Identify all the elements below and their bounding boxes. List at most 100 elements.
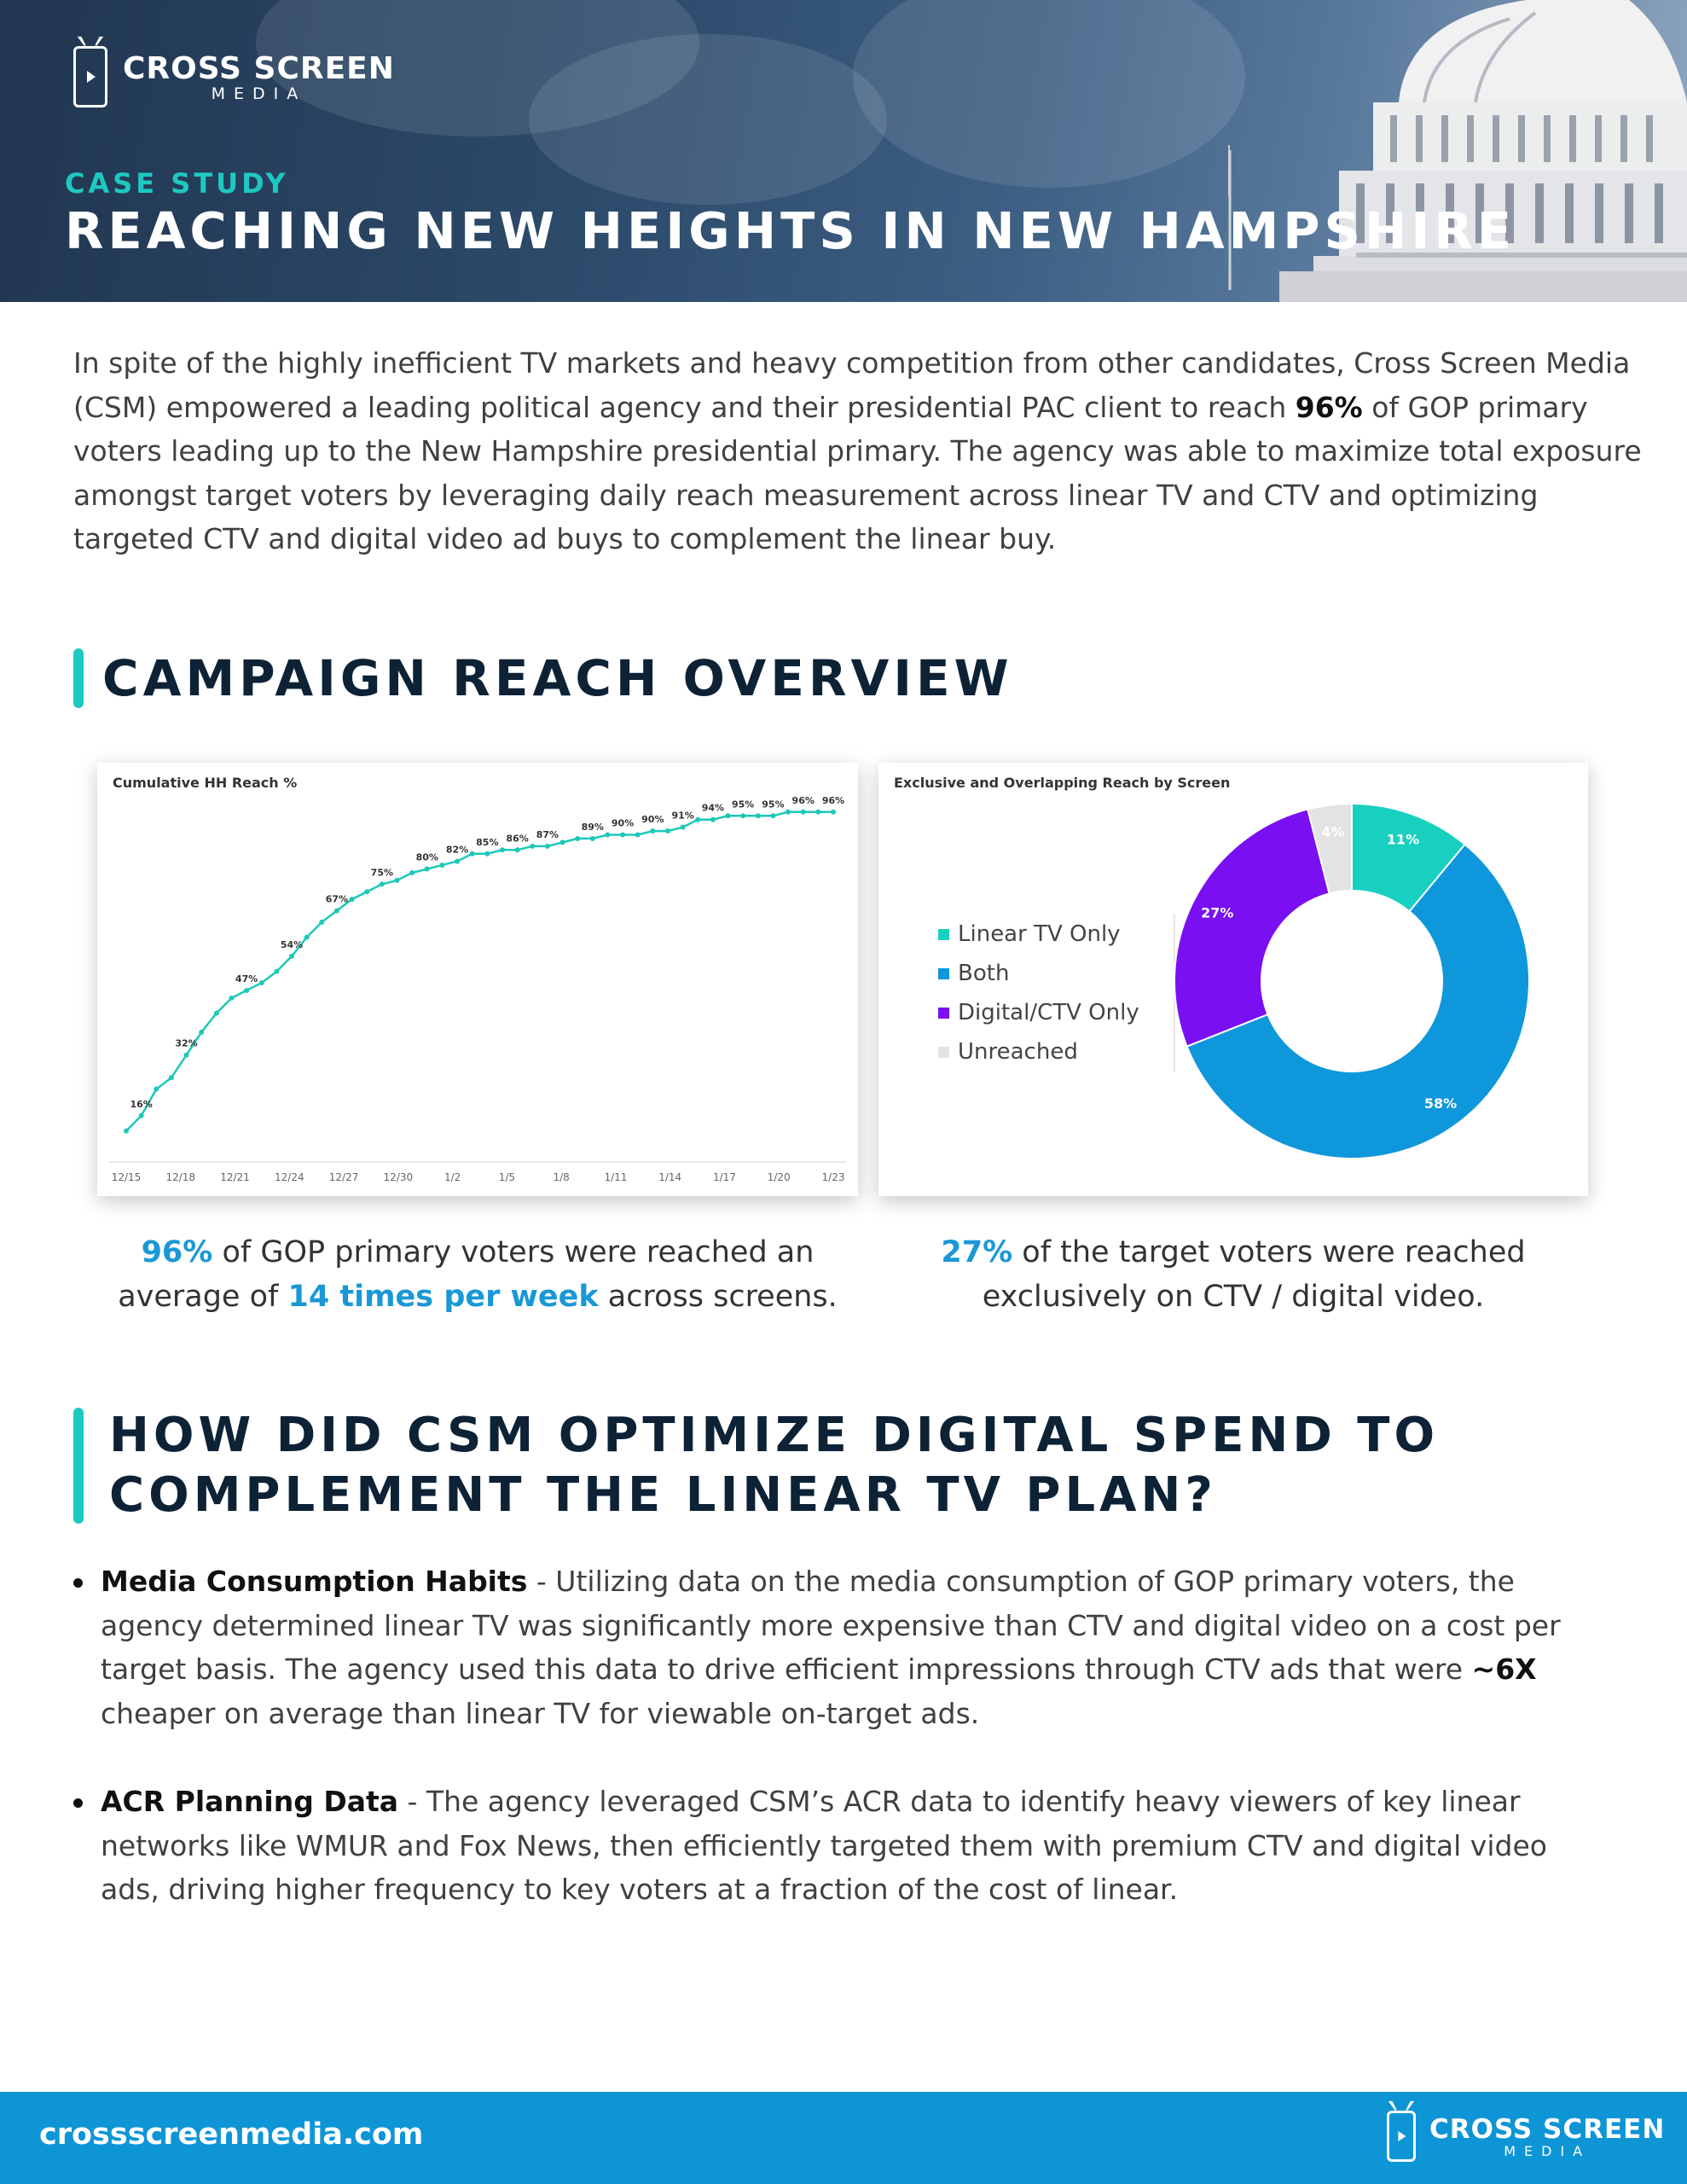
data-point bbox=[349, 897, 355, 903]
donut-chart-card: Exclusive and Overlapping Reach by Scree… bbox=[878, 763, 1588, 1196]
legend-swatch bbox=[938, 967, 949, 979]
data-label: 89% bbox=[582, 822, 604, 833]
data-point bbox=[664, 828, 670, 834]
data-label: 90% bbox=[641, 814, 664, 825]
data-point bbox=[831, 809, 836, 815]
data-label: 47% bbox=[235, 973, 258, 985]
data-point bbox=[530, 843, 536, 849]
bullet-heading: ACR Planning Data bbox=[101, 1785, 399, 1818]
donut-slice bbox=[1174, 808, 1330, 1048]
x-tick-label: 1/5 bbox=[499, 1171, 515, 1183]
section-accent-bar bbox=[73, 1408, 84, 1524]
section-title: HOW DID CSM OPTIMIZE DIGITAL SPEND TO COM… bbox=[109, 1406, 1439, 1524]
legend-item: Both bbox=[938, 954, 1139, 993]
legend-label: Unreached bbox=[958, 1039, 1078, 1065]
slice-label: 4% bbox=[1321, 823, 1344, 839]
x-tick-label: 1/14 bbox=[658, 1171, 681, 1183]
section-accent-bar bbox=[73, 648, 84, 708]
reach-caption: 96% of GOP primary voters were reached a… bbox=[97, 1230, 858, 1319]
x-tick-label: 12/24 bbox=[275, 1171, 304, 1183]
case-study-kicker: CASE STUDY bbox=[65, 167, 289, 200]
data-label: 96% bbox=[822, 795, 844, 806]
bullet-highlight: ~6X bbox=[1471, 1653, 1537, 1686]
legend-item: Unreached bbox=[938, 1032, 1139, 1072]
footer-brand-logo: CROSS SCREEN MEDIA bbox=[1387, 2111, 1665, 2162]
intro-highlight: 96% bbox=[1295, 390, 1363, 424]
data-point bbox=[379, 881, 385, 887]
data-point bbox=[364, 889, 370, 895]
chart-title: Exclusive and Overlapping Reach by Scree… bbox=[894, 775, 1231, 791]
legend-label: Digital/CTV Only bbox=[958, 1000, 1139, 1025]
reach-series-line bbox=[125, 810, 833, 1132]
intro-text-cont: of GOP primary voters leading up to the … bbox=[73, 390, 1642, 556]
reach-by-screen-donut-chart: 11% 58% 27% 4% bbox=[1174, 802, 1530, 1159]
slice-label: 58% bbox=[1424, 1095, 1457, 1112]
brand-name: CROSS SCREEN bbox=[123, 50, 395, 86]
strategy-bullet-list: Media Consumption Habits - Utilizing dat… bbox=[73, 1560, 1609, 1956]
data-point bbox=[455, 858, 461, 864]
section-title-line: COMPLEMENT THE LINEAR TV PLAN? bbox=[109, 1467, 1217, 1523]
data-label: 91% bbox=[671, 810, 693, 822]
legend-label: Linear TV Only bbox=[958, 921, 1121, 947]
data-label: 87% bbox=[536, 829, 559, 840]
data-point bbox=[484, 851, 490, 857]
legend-item: Linear TV Only bbox=[938, 915, 1139, 954]
caption-text: exclusively on CTV / digital video. bbox=[982, 1280, 1485, 1314]
footer-bar: crossscreenmedia.com CROSS SCREEN MEDIA bbox=[0, 2092, 1687, 2184]
x-tick-label: 1/20 bbox=[768, 1171, 791, 1183]
play-icon bbox=[87, 71, 96, 83]
data-label: 67% bbox=[326, 894, 348, 905]
caption-text: of the target voters were reached bbox=[1012, 1235, 1526, 1269]
data-point bbox=[274, 968, 280, 974]
data-point bbox=[605, 832, 611, 838]
data-label: 95% bbox=[762, 799, 784, 810]
donut-slice bbox=[1186, 843, 1530, 1159]
data-point bbox=[770, 813, 776, 819]
slice-label: 11% bbox=[1387, 831, 1419, 847]
data-label: 96% bbox=[792, 795, 815, 806]
donut-slice bbox=[1307, 802, 1353, 895]
data-point bbox=[289, 953, 295, 959]
caption-highlight: 14 times per week bbox=[287, 1280, 599, 1314]
data-point bbox=[740, 813, 746, 819]
caption-highlight: 96% bbox=[141, 1235, 213, 1269]
caption-text: average of bbox=[118, 1280, 288, 1314]
data-label: 90% bbox=[612, 818, 634, 829]
data-point bbox=[304, 934, 310, 940]
chart-legend: Linear TV Only Both Digital/CTV Only Unr… bbox=[938, 915, 1175, 1072]
x-tick-label: 12/18 bbox=[165, 1171, 195, 1183]
brand-logo: CROSS SCREEN MEDIA bbox=[73, 46, 395, 107]
data-label: 80% bbox=[416, 852, 438, 863]
data-point bbox=[124, 1128, 129, 1134]
data-point bbox=[710, 816, 716, 822]
website-link[interactable]: crossscreenmedia.com bbox=[39, 2117, 424, 2152]
bullet-heading: Media Consumption Habits bbox=[101, 1565, 528, 1598]
data-point bbox=[469, 851, 475, 857]
data-point bbox=[439, 863, 445, 868]
chart-title: Cumulative HH Reach % bbox=[113, 775, 298, 791]
data-point bbox=[650, 828, 656, 834]
data-point bbox=[544, 843, 550, 849]
caption-text: of GOP primary voters were reached an bbox=[212, 1235, 815, 1269]
legend-swatch bbox=[938, 928, 949, 940]
bullet-text-cont: cheaper on average than linear TV for vi… bbox=[101, 1696, 980, 1730]
x-tick-label: 1/17 bbox=[713, 1171, 736, 1183]
exclusive-reach-caption: 27% of the target voters were reached ex… bbox=[878, 1230, 1588, 1319]
x-tick-label: 12/30 bbox=[384, 1171, 414, 1183]
section-heading-optimize: HOW DID CSM OPTIMIZE DIGITAL SPEND TO COM… bbox=[73, 1408, 1439, 1524]
x-tick-label: 12/27 bbox=[329, 1171, 359, 1183]
data-point bbox=[786, 809, 791, 815]
data-point bbox=[213, 1010, 219, 1016]
list-item: ACR Planning Data - The agency leveraged… bbox=[73, 1780, 1609, 1912]
data-point bbox=[154, 1086, 159, 1092]
data-point bbox=[409, 870, 415, 875]
data-point bbox=[229, 995, 235, 1001]
data-label: 94% bbox=[702, 803, 724, 814]
data-point bbox=[695, 816, 701, 822]
data-point bbox=[394, 877, 400, 883]
data-point bbox=[168, 1075, 174, 1081]
data-label: 85% bbox=[476, 837, 498, 848]
tv-logo-icon bbox=[73, 46, 107, 107]
data-label: 54% bbox=[281, 939, 303, 950]
data-point bbox=[499, 847, 505, 853]
